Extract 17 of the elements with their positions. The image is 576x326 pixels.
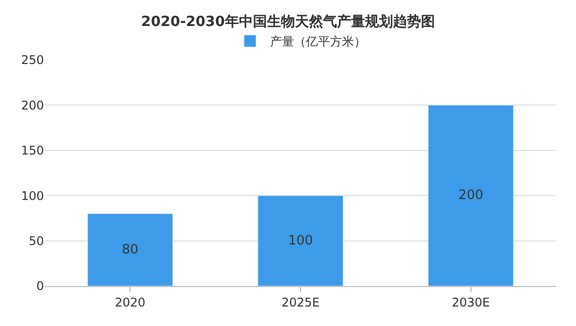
data-label: 200 — [458, 188, 484, 204]
y-tick-label: 250 — [21, 53, 44, 68]
chart-title: 2020-2030年中国生物天然气产量规划趋势图 — [141, 13, 435, 30]
y-tick-label: 200 — [21, 98, 44, 112]
y-tick-label: 50 — [28, 234, 44, 248]
x-tick-label: 2030E — [452, 295, 490, 310]
y-tick-label: 150 — [21, 144, 44, 158]
legend-label: 产量（亿平方米） — [270, 34, 366, 49]
x-tick-label: 2020 — [114, 295, 146, 310]
bar — [258, 195, 344, 286]
x-tick-label: 2025E — [281, 295, 320, 310]
bar — [87, 213, 173, 286]
bar — [428, 104, 514, 286]
y-tick-label: 100 — [21, 188, 44, 203]
data-label: 100 — [288, 233, 313, 248]
data-label: 80 — [122, 242, 138, 258]
y-tick-label: 0 — [36, 279, 44, 294]
